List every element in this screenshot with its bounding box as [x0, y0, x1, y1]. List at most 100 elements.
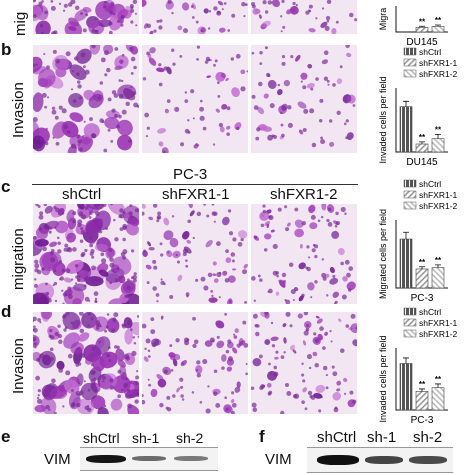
band-e-sh1: [132, 456, 166, 461]
cell-blob: [85, 276, 104, 287]
pore-dot: [226, 132, 230, 136]
pore-dot: [49, 356, 54, 362]
pore-dot: [311, 248, 316, 253]
cell-blob: [221, 103, 228, 110]
pore-dot: [269, 372, 272, 375]
pore-dot: [182, 248, 188, 254]
pore-dot: [101, 258, 107, 264]
pore-dot: [277, 207, 282, 212]
pore-dot: [66, 246, 71, 251]
pore-dot: [212, 143, 216, 146]
pore-dot: [35, 63, 38, 66]
cell-blob: [324, 331, 328, 336]
pore-dot: [339, 348, 345, 353]
pore-dot: [45, 404, 50, 410]
cell-blob: [225, 257, 232, 264]
pore-dot: [92, 370, 96, 374]
pore-dot: [314, 244, 319, 249]
cell-blob: [295, 54, 301, 62]
pore-dot: [306, 245, 310, 249]
cell-blob: [302, 387, 307, 393]
pore-dot: [276, 274, 279, 278]
pore-dot: [251, 402, 257, 408]
cell-blob: [157, 127, 167, 134]
cell-blob: [275, 291, 280, 296]
pore-dot: [90, 317, 94, 321]
cell-blob: [41, 312, 53, 320]
pore-dot: [202, 126, 207, 131]
cell-blob: [127, 404, 139, 414]
pore-dot: [268, 215, 272, 219]
pore-dot: [305, 329, 308, 332]
pore-dot: [75, 363, 80, 367]
cell-blob: [55, 220, 69, 234]
pore-dot: [325, 386, 329, 390]
pore-dot: [196, 360, 201, 365]
pore-dot: [74, 5, 80, 11]
pore-dot: [89, 117, 93, 122]
cell-blob: [346, 281, 356, 291]
pore-dot: [243, 342, 248, 348]
pore-dot: [104, 50, 109, 56]
pore-dot: [294, 207, 299, 212]
pore-dot: [216, 10, 222, 16]
pore-dot: [255, 331, 260, 337]
cell-blob: [298, 129, 304, 135]
pore-dot: [79, 147, 83, 152]
cell-blob: [290, 344, 295, 351]
pore-dot: [57, 249, 62, 254]
pore-dot: [349, 390, 354, 395]
pore-dot: [308, 9, 312, 13]
pore-dot: [49, 329, 53, 333]
significance-marker: **: [435, 375, 442, 384]
pore-dot: [179, 55, 183, 58]
pore-dot: [76, 134, 81, 139]
pore-dot: [169, 295, 174, 300]
pore-dot: [94, 297, 98, 301]
pore-dot: [313, 332, 317, 336]
cell-blob: [343, 377, 348, 383]
pore-dot: [87, 324, 90, 327]
pore-dot: [308, 366, 312, 370]
pore-dot: [44, 141, 49, 146]
pore-dot: [146, 51, 150, 56]
pore-dot: [103, 404, 107, 408]
pore-dot: [34, 263, 40, 269]
pore-dot: [44, 105, 48, 109]
pore-dot: [327, 83, 330, 86]
pore-dot: [199, 115, 205, 121]
pore-dot: [147, 355, 151, 358]
cell-blob: [215, 108, 220, 113]
pore-dot: [324, 25, 330, 31]
pore-dot: [152, 204, 158, 208]
pore-dot: [301, 373, 305, 377]
pore-dot: [100, 252, 105, 257]
pore-dot: [326, 294, 329, 297]
pore-dot: [290, 289, 296, 295]
pore-dot: [62, 405, 65, 408]
pore-dot: [72, 211, 77, 216]
cell-blob: [90, 395, 106, 410]
pore-dot: [145, 134, 149, 138]
pore-dot: [171, 11, 174, 15]
pore-dot: [224, 312, 228, 316]
pore-dot: [186, 338, 190, 342]
x-axis-label: DU145: [406, 37, 438, 48]
pore-dot: [114, 345, 118, 349]
cell-blob: [281, 103, 288, 111]
pore-dot: [195, 278, 199, 282]
cell-blob: [107, 317, 119, 331]
pore-dot: [196, 45, 201, 49]
pore-dot: [321, 258, 325, 261]
cell-blob: [219, 126, 225, 133]
pore-dot: [179, 377, 184, 382]
legend-swatch-shFXR1-2: [403, 201, 417, 210]
legend-label-shFXR1-2: shFXR1-2: [419, 329, 458, 339]
cell-blob: [232, 268, 237, 271]
pore-dot: [112, 12, 116, 16]
pore-dot: [256, 324, 260, 328]
pore-dot: [78, 312, 84, 316]
error-bar-shFXR1-2: [435, 383, 441, 388]
cell-blob: [33, 334, 40, 348]
significance-marker: **: [419, 133, 426, 142]
